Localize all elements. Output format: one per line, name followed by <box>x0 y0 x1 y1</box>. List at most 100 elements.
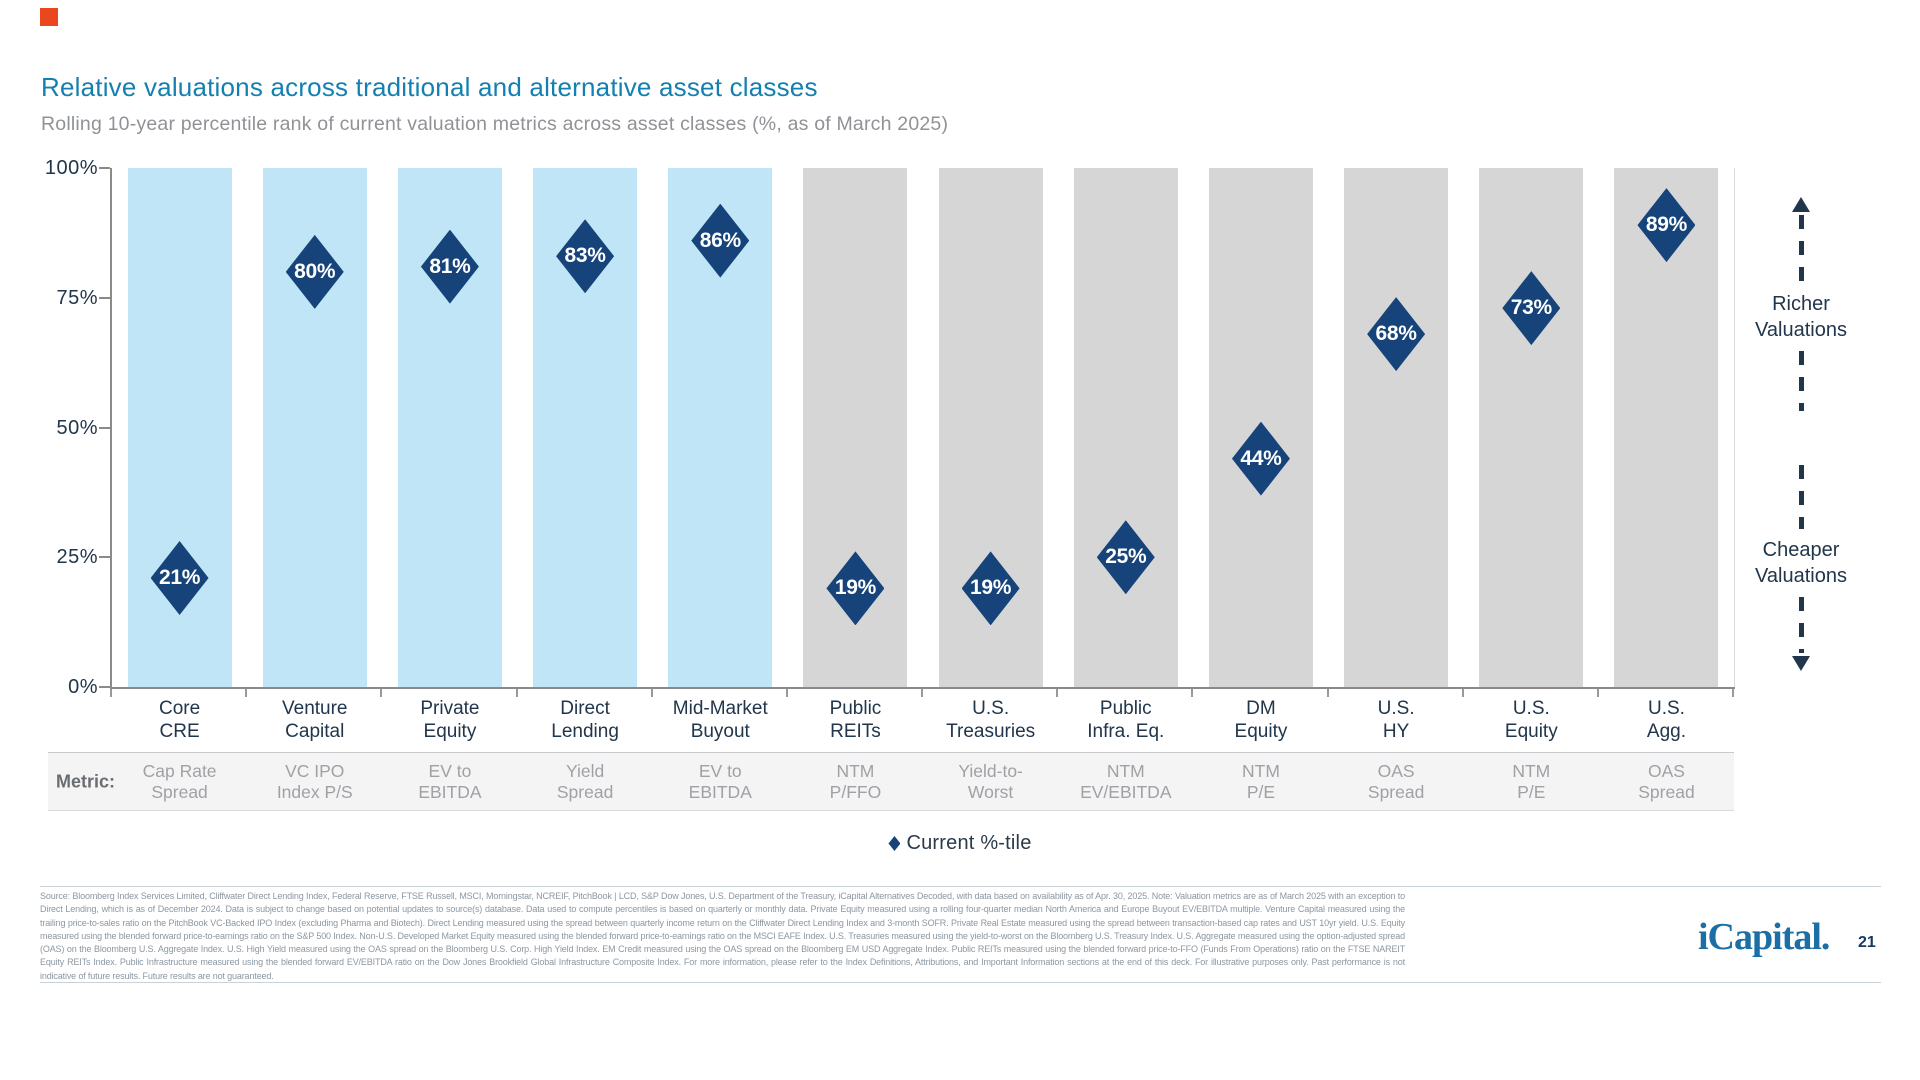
value-label: 86% <box>699 228 741 252</box>
value-label: 68% <box>1375 322 1417 346</box>
category-label-line: U.S. <box>1512 698 1550 719</box>
metric-value-line: NTM <box>1512 760 1551 781</box>
dashed-line <box>1798 597 1804 653</box>
category-label-u-s-hy: U.S. HY <box>1329 697 1464 743</box>
category-boundary-tick <box>1191 689 1194 697</box>
category-label-line: Mid-Market <box>672 698 768 719</box>
metric-value-core-cre: Cap Rate Spread <box>112 753 247 810</box>
category-boundary-tick <box>1056 689 1059 697</box>
column-u-s-treasuries: 19% <box>923 168 1058 687</box>
category-label-u-s-equity: U.S. Equity <box>1464 697 1599 743</box>
category-boundary-tick <box>650 689 653 697</box>
y-tick-mark <box>99 296 110 299</box>
metric-value-line: Index P/S <box>276 781 353 802</box>
value-label: 89% <box>1645 213 1688 237</box>
column-u-s-equity: 73% <box>1464 168 1599 687</box>
category-label-dm-equity: DM Equity <box>1193 697 1328 743</box>
arrow-down-icon <box>1792 656 1810 671</box>
category-label-u-s-agg: U.S. Agg. <box>1599 697 1734 743</box>
x-axis-line <box>110 687 1735 689</box>
metric-value-line: Spread <box>1638 781 1695 802</box>
metric-value-line: P/E <box>1246 781 1276 802</box>
category-label-line: Direct <box>560 698 610 719</box>
metric-value-u-s-hy: OAS Spread <box>1329 753 1464 810</box>
y-tick-mark <box>99 167 110 169</box>
category-label-line: CRE <box>159 721 200 742</box>
metric-value-line: NTM <box>1106 760 1145 781</box>
chart-title: Relative valuations across traditional a… <box>41 72 818 102</box>
category-boundary-tick <box>515 689 518 697</box>
metric-value-u-s-agg: OAS Spread <box>1599 753 1734 810</box>
column-public-reits: 19% <box>788 168 923 687</box>
metric-value-line: OAS <box>1647 760 1685 781</box>
metric-value-public-reits: NTM P/FFO <box>788 753 923 810</box>
category-label-line: Buyout <box>690 721 750 742</box>
legend: Current %-tile <box>0 832 1920 855</box>
value-label: 81% <box>429 254 471 278</box>
category-label-line: Equity <box>423 721 477 742</box>
metric-value-line: P/E <box>1517 781 1546 802</box>
metric-value-line: Spread <box>1367 781 1425 802</box>
y-tick-mark <box>99 686 110 688</box>
value-label: 73% <box>1510 296 1552 320</box>
category-label-line: Private <box>420 698 480 719</box>
metric-value-line: VC IPO <box>285 760 345 781</box>
y-tick-mark <box>99 556 110 559</box>
metric-value-line: EV to <box>698 760 742 781</box>
y-tick-label: 25% <box>56 546 98 569</box>
column-u-s-agg: 89% <box>1599 168 1734 687</box>
category-label-venture-capital: Venture Capital <box>247 697 382 743</box>
category-label-line: Public <box>829 698 882 719</box>
category-boundary-tick <box>245 689 248 697</box>
category-boundary-tick <box>921 689 923 697</box>
metric-value-u-s-treasuries: Yield-to- Worst <box>923 753 1058 810</box>
category-label-public-infra-eq: Public Infra. Eq. <box>1058 697 1193 743</box>
metric-value-line: NTM <box>836 760 875 781</box>
category-label-line: Infra. Eq. <box>1087 721 1165 742</box>
metric-row: Metric: Cap Rate Spread VC IPO Index P/S EV … <box>48 752 1734 811</box>
value-label: 25% <box>1105 545 1147 569</box>
metric-value-line: EV to <box>428 760 472 781</box>
y-tick-label: 0% <box>68 676 98 698</box>
column-direct-lending: 83% <box>518 168 653 687</box>
category-label-private-equity: Private Equity <box>382 697 517 743</box>
value-label: 83% <box>564 244 606 268</box>
category-label-line: Public <box>1099 698 1152 719</box>
metric-value-line: P/FFO <box>829 781 882 802</box>
value-label: 44% <box>1240 446 1282 470</box>
footer-top-rule <box>40 886 1881 887</box>
metric-value-line: NTM <box>1242 760 1280 781</box>
metric-value-line: Cap Rate <box>142 760 217 781</box>
legend-label: Current %-tile <box>906 832 1032 854</box>
metric-row-label: Metric: <box>56 771 116 791</box>
brand-accent-square <box>40 8 58 26</box>
plot-right-border <box>1734 168 1735 687</box>
category-label-line: U.S. <box>1648 698 1685 719</box>
page-number: 21 <box>1858 934 1876 951</box>
category-label-line: Equity <box>1504 721 1558 742</box>
category-label-line: Core <box>158 698 201 719</box>
dashed-line <box>1798 465 1804 529</box>
metric-value-line: Yield-to- <box>958 760 1023 781</box>
column-u-s-hy: 68% <box>1329 168 1464 687</box>
icapital-logo: iCapital. <box>1698 916 1830 958</box>
column-mid-market-buyout: 86% <box>653 168 788 687</box>
bar-public-infra-eq <box>1073 168 1178 687</box>
y-tick-mark <box>99 426 110 429</box>
dashed-line <box>1798 351 1804 411</box>
category-label-mid-market-buyout: Mid-Market Buyout <box>653 697 788 743</box>
cheaper-valuations-label: Cheaper Valuations <box>1755 539 1847 587</box>
bar-u-s-equity <box>1479 168 1584 687</box>
legend-diamond-icon <box>888 836 901 851</box>
category-label-line: REITs <box>830 721 881 742</box>
value-label: 80% <box>294 259 336 283</box>
metric-values: Cap Rate Spread VC IPO Index P/S EV to EBITDA… <box>112 753 1734 810</box>
value-label: 19% <box>834 576 876 600</box>
column-public-infra-eq: 25% <box>1058 168 1193 687</box>
y-tick-label: 50% <box>56 416 98 439</box>
bar-u-s-hy <box>1344 168 1449 687</box>
metric-value-dm-equity: NTM P/E <box>1193 753 1328 810</box>
category-boundary-tick <box>1596 689 1599 697</box>
